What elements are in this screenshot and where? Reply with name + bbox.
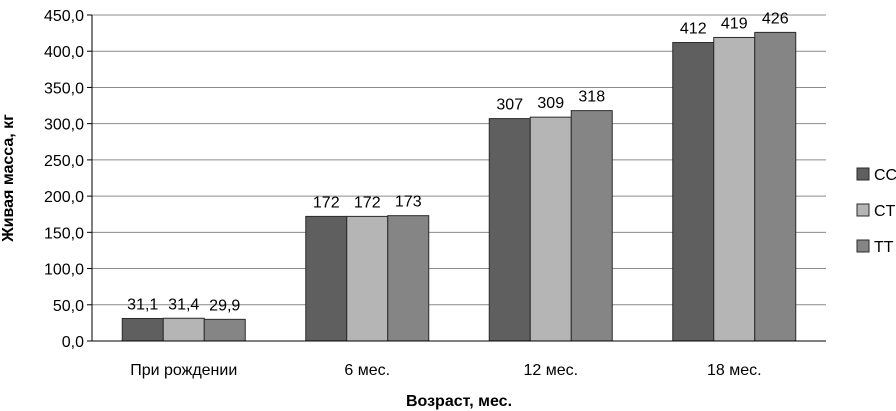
- x-category-label: 18 мес.: [707, 362, 762, 379]
- data-label: 173: [395, 194, 422, 211]
- bar-tt: [203, 318, 246, 342]
- bar-tt: [754, 31, 797, 342]
- y-tick-label: 400,0: [44, 44, 84, 61]
- data-labels: 31,1 31,4 29,9 172 172 173 307 309 318 412 419 426: [127, 10, 789, 314]
- bar-tt: [387, 215, 430, 342]
- bar-ct: [713, 36, 756, 342]
- data-label: 31,4: [168, 296, 199, 313]
- data-label: 29,9: [209, 297, 240, 314]
- y-axis-title: Живая масса, кг: [0, 114, 17, 243]
- data-label: 412: [680, 21, 707, 38]
- bar-cc: [305, 215, 348, 342]
- data-label: 309: [537, 95, 564, 112]
- legend-swatch-cc: [856, 167, 870, 181]
- data-label: 419: [721, 15, 748, 32]
- legend-swatch-tt: [856, 239, 870, 253]
- y-axis-ticks: 0,0 50,0 100,0 150,0 200,0 250,0 300,0 350,0 400…: [44, 8, 92, 351]
- bar-ct: [346, 215, 389, 342]
- y-tick-label: 350,0: [44, 80, 84, 97]
- data-label: 318: [578, 89, 605, 106]
- legend-label: CC: [874, 167, 896, 184]
- legend-label: TT: [874, 239, 894, 256]
- bars: [121, 31, 797, 342]
- y-tick-label: 0,0: [62, 334, 84, 351]
- y-tick-label: 200,0: [44, 189, 84, 206]
- bar-tt: [570, 110, 613, 342]
- y-tick-label: 100,0: [44, 262, 84, 279]
- y-tick-label: 250,0: [44, 153, 84, 170]
- x-axis-categories: При рождении 6 мес. 12 мес. 18 мес.: [130, 362, 761, 379]
- y-tick-label: 300,0: [44, 117, 84, 134]
- legend-label: CT: [874, 203, 896, 220]
- legend-swatch-ct: [856, 203, 870, 217]
- x-category-label: 12 мес.: [523, 362, 578, 379]
- bar-ct: [529, 116, 572, 342]
- gridlines: [92, 14, 826, 342]
- legend: CC CT TT: [856, 167, 896, 256]
- y-tick-label: 450,0: [44, 8, 84, 25]
- bar-cc: [672, 42, 715, 342]
- x-axis-title: Возраст, мес.: [406, 393, 512, 410]
- x-category-label: При рождении: [130, 362, 237, 379]
- bar-ct: [162, 317, 205, 342]
- data-label: 426: [762, 10, 789, 27]
- bar-cc: [121, 317, 164, 342]
- data-label: 172: [313, 194, 340, 211]
- y-tick-label: 50,0: [53, 298, 84, 315]
- data-label: 31,1: [127, 296, 158, 313]
- x-category-label: 6 мес.: [344, 362, 390, 379]
- bar-cc: [488, 118, 531, 342]
- y-tick-label: 150,0: [44, 225, 84, 242]
- data-label: 172: [354, 194, 381, 211]
- data-label: 307: [496, 97, 523, 114]
